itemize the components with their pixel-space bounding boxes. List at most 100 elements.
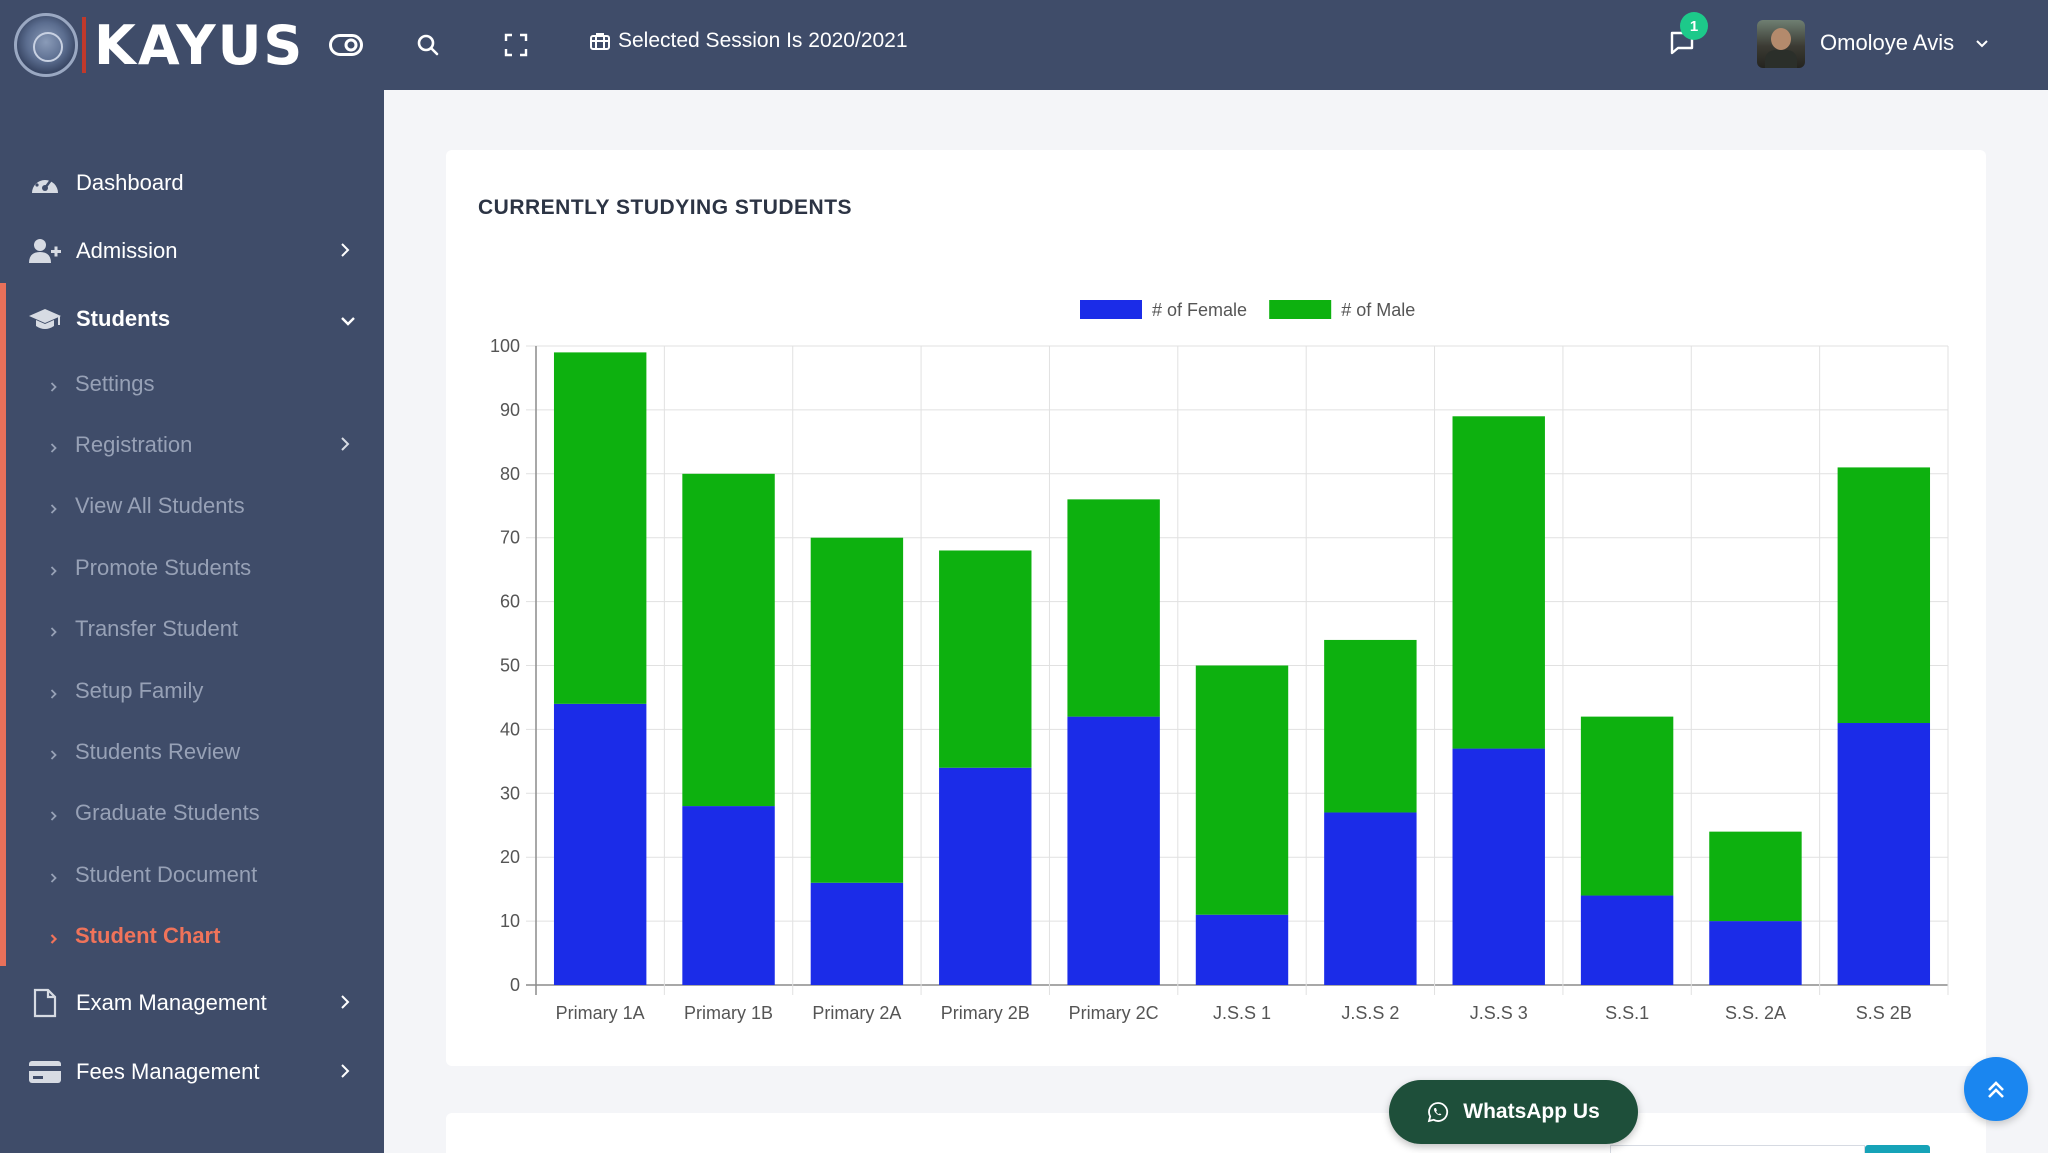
x-tick-label: S.S 2B: [1856, 1003, 1912, 1023]
sidebar-subitem-student-chart[interactable]: Student Chart: [0, 914, 384, 958]
bar-ofmale: [1452, 416, 1545, 749]
bar-offemale: [810, 882, 904, 985]
scroll-to-top-button[interactable]: [1964, 1057, 2028, 1121]
chevron-right-icon: [50, 558, 58, 584]
brand-logo[interactable]: KAYUS: [0, 0, 304, 90]
x-tick-label: S.S.1: [1605, 1003, 1649, 1023]
sidebar-item-label: Fees Management: [76, 1059, 260, 1084]
legend-label: # of Female: [1152, 300, 1247, 320]
bar-offemale: [939, 767, 1032, 985]
x-tick-label: S.S. 2A: [1725, 1003, 1786, 1023]
double-chevron-up-icon: [1988, 1081, 2004, 1098]
avatar[interactable]: [1757, 20, 1805, 68]
bar-ofmale: [1837, 467, 1931, 724]
notification-badge: 1: [1680, 12, 1708, 40]
sidebar-item-students[interactable]: Students: [0, 294, 384, 344]
dashboard-icon: [28, 168, 62, 198]
sidebar-item-exam-management[interactable]: Exam Management: [0, 978, 384, 1028]
bar-offemale: [1837, 723, 1931, 985]
bar-offemale: [1452, 748, 1545, 985]
x-tick-label: Primary 2C: [1069, 1003, 1159, 1023]
sidebar-item-label: Admission: [76, 238, 178, 263]
sidebar-subitem-promote-students[interactable]: Promote Students: [0, 546, 384, 590]
sidebar-subitem-label: View All Students: [75, 493, 245, 518]
bar-offemale: [553, 703, 647, 985]
credit-card-icon: [28, 1057, 62, 1087]
chevron-right-icon: [50, 496, 58, 522]
bar-ofmale: [682, 473, 775, 807]
user-plus-icon: [28, 236, 62, 266]
sidebar-subitem-transfer-student[interactable]: Transfer Student: [0, 607, 384, 651]
chevron-right-icon: [340, 990, 350, 1016]
secondary-card-input[interactable]: [1610, 1145, 1865, 1153]
sidebar-subitem-label: Graduate Students: [75, 800, 260, 825]
bar-ofmale: [810, 537, 904, 883]
x-tick-label: Primary 2A: [812, 1003, 901, 1023]
top-bar: KAYUS: [0, 0, 2048, 90]
bar-ofmale: [1324, 639, 1417, 813]
graduation-cap-icon: [28, 304, 62, 334]
y-tick-label: 60: [500, 592, 520, 612]
students-chart: 0 10 20 30 40 50 60 70 80 90 100 Primary 1A Primary …: [490, 300, 1949, 1023]
y-tick-label: 50: [500, 656, 520, 676]
y-tick-label: 0: [510, 975, 520, 995]
chevron-down-icon: [340, 306, 356, 332]
chevron-right-icon: [50, 803, 58, 829]
x-tick-label: Primary 1A: [556, 1003, 645, 1023]
sidebar-subitem-graduate-students[interactable]: Graduate Students: [0, 791, 384, 835]
sidebar-active-accent: [0, 283, 6, 966]
bar-offemale: [1580, 895, 1674, 985]
card-title: CURRENTLY STUDYING STUDENTS: [478, 196, 853, 219]
y-tick-label: 10: [500, 911, 520, 931]
legend-swatch: [1269, 300, 1332, 319]
bar-ofmale: [1195, 665, 1289, 915]
sidebar-subitem-label: Settings: [75, 371, 155, 396]
y-tick-label: 90: [500, 400, 520, 420]
sidebar-subitem-view-all-students[interactable]: View All Students: [0, 484, 384, 528]
session-indicator: Selected Session Is 2020/2021: [590, 29, 908, 53]
y-tick-label: 20: [500, 847, 520, 867]
sidebar-subitem-student-document[interactable]: Student Document: [0, 853, 384, 897]
sidebar-subitem-students-review[interactable]: Students Review: [0, 730, 384, 774]
sidebar-item-dashboard[interactable]: Dashboard: [0, 158, 384, 208]
chevron-right-icon: [50, 926, 58, 952]
chevron-right-icon: [340, 432, 350, 458]
sidebar-subitem-label: Students Review: [75, 739, 241, 764]
chevron-right-icon: [50, 435, 58, 461]
bar-offemale: [1324, 812, 1417, 985]
sidebar-subitem-label: Student Document: [75, 862, 258, 887]
whatsapp-button[interactable]: WhatsApp Us: [1389, 1080, 1638, 1144]
briefcase-icon: [590, 33, 610, 50]
y-tick-label: 100: [490, 336, 520, 356]
sidebar-subitem-setup-family[interactable]: Setup Family: [0, 669, 384, 713]
sidebar-item-admission[interactable]: Admission: [0, 226, 384, 276]
sidebar-subitem-settings[interactable]: Settings: [0, 362, 384, 406]
bar-offemale: [682, 806, 775, 985]
sidebar-subitem-registration[interactable]: Registration: [0, 423, 384, 467]
school-seal-icon: [14, 13, 78, 77]
user-name[interactable]: Omoloye Avis: [1820, 30, 1955, 55]
chevron-down-icon[interactable]: [1975, 36, 1989, 54]
bar-ofmale: [1067, 499, 1160, 717]
chevron-right-icon: [50, 742, 58, 768]
fullscreen-icon[interactable]: [498, 27, 534, 63]
secondary-card-button[interactable]: [1865, 1145, 1930, 1153]
x-tick-label: J.S.S 1: [1213, 1003, 1271, 1023]
sidebar: [0, 90, 384, 1153]
legend-swatch: [1080, 300, 1142, 319]
x-tick-label: J.S.S 3: [1470, 1003, 1528, 1023]
whatsapp-label: WhatsApp Us: [1463, 1100, 1600, 1123]
bar-offemale: [1067, 716, 1160, 985]
brand-name: KAYUS: [94, 13, 305, 77]
bar-offemale: [1709, 921, 1802, 985]
logo-divider: [82, 17, 86, 73]
sidebar-item-fees-management[interactable]: Fees Management: [0, 1047, 384, 1097]
chevron-right-icon: [50, 619, 58, 645]
search-icon[interactable]: [410, 27, 446, 63]
chevron-right-icon: [340, 1059, 350, 1085]
sidebar-item-label: Students: [76, 306, 171, 331]
bar-ofmale: [1709, 831, 1802, 922]
sidebar-subitem-label: Student Chart: [75, 923, 221, 948]
toggle-sidebar-icon[interactable]: [328, 27, 364, 63]
chevron-right-icon: [340, 238, 350, 264]
